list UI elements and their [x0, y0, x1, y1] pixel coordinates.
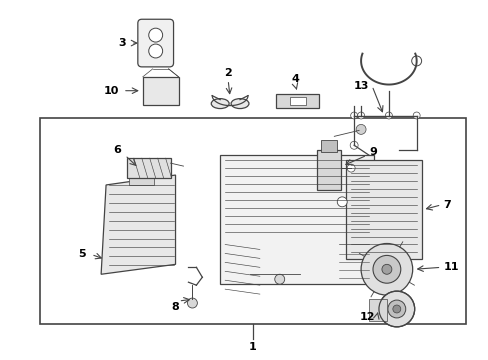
Text: 2: 2 [224, 68, 231, 78]
Ellipse shape [211, 99, 229, 109]
Circle shape [372, 255, 400, 283]
FancyBboxPatch shape [138, 19, 173, 67]
Circle shape [337, 197, 346, 207]
Circle shape [274, 274, 284, 284]
Bar [317, 150, 341, 190]
Bar [129, 173, 153, 185]
Text: 1: 1 [248, 342, 256, 352]
Circle shape [346, 164, 354, 172]
Circle shape [349, 141, 357, 149]
Bar [40, 118, 466, 324]
Text: 5: 5 [79, 249, 86, 260]
Circle shape [378, 291, 414, 327]
Circle shape [357, 112, 364, 119]
Text: 13: 13 [353, 81, 368, 91]
Circle shape [411, 56, 421, 66]
Polygon shape [275, 94, 319, 108]
Circle shape [385, 112, 391, 119]
Circle shape [387, 300, 405, 318]
Circle shape [381, 264, 391, 274]
Text: 11: 11 [443, 262, 458, 272]
Circle shape [392, 305, 400, 313]
FancyBboxPatch shape [142, 77, 178, 105]
Polygon shape [220, 155, 373, 284]
Bar [346, 160, 421, 260]
Circle shape [412, 112, 419, 119]
Circle shape [360, 243, 412, 295]
Text: 6: 6 [113, 145, 121, 155]
Text: 10: 10 [103, 86, 119, 96]
Circle shape [148, 28, 163, 42]
Circle shape [350, 112, 357, 119]
Polygon shape [101, 175, 175, 274]
Bar [127, 158, 170, 178]
Text: 12: 12 [359, 312, 374, 322]
Text: 4: 4 [291, 74, 299, 84]
Text: 8: 8 [171, 302, 179, 312]
Bar [289, 96, 305, 105]
Text: 9: 9 [368, 147, 376, 157]
Circle shape [187, 298, 197, 308]
Circle shape [355, 125, 366, 134]
Text: 7: 7 [443, 200, 450, 210]
Ellipse shape [231, 99, 248, 109]
Bar [368, 299, 386, 321]
Bar [321, 140, 337, 152]
Circle shape [148, 44, 163, 58]
Text: 3: 3 [118, 38, 126, 48]
